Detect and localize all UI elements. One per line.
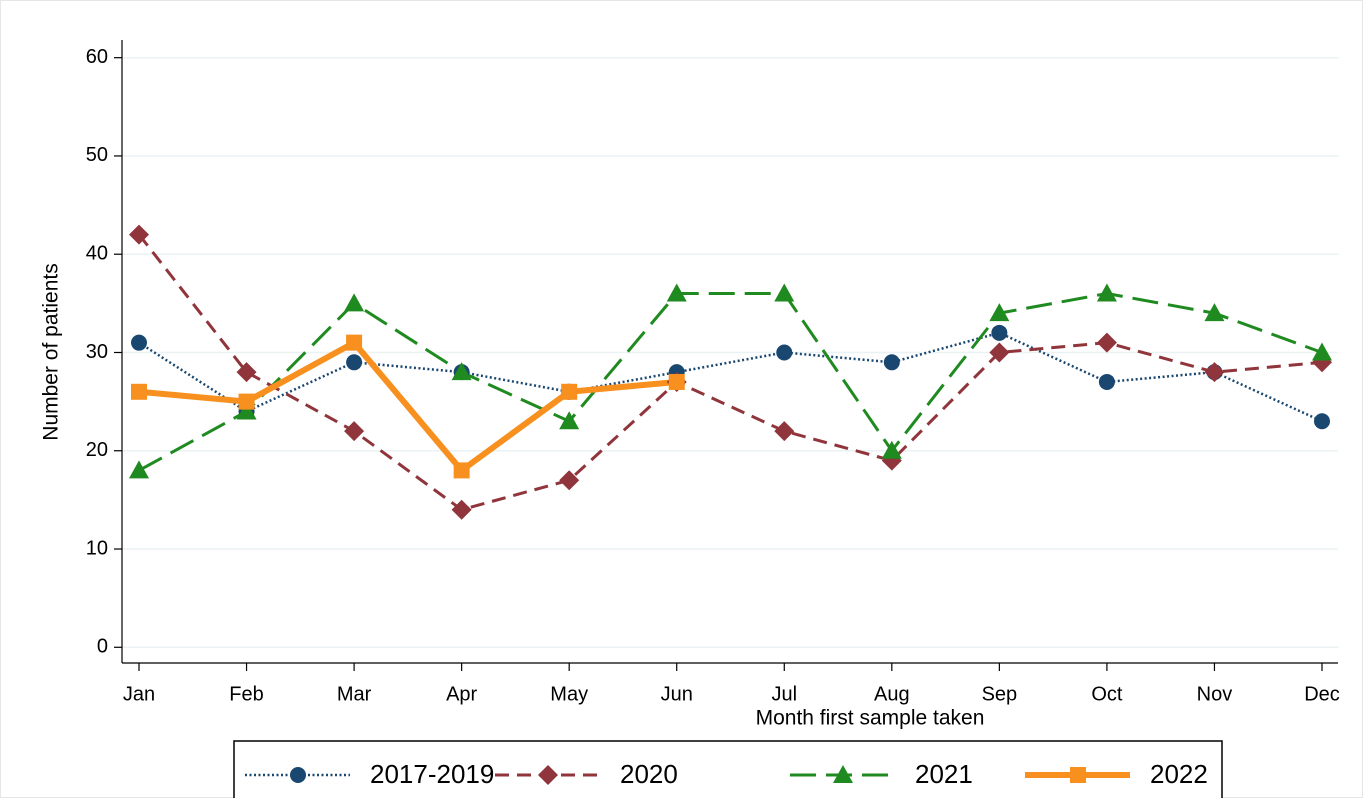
y-tick-label: 50 [86,144,108,166]
y-tick-label: 40 [86,242,108,264]
point [238,393,255,410]
point [129,460,149,479]
legend-label: 2022 [1150,759,1208,789]
x-tick-label: Apr [446,683,477,705]
legend-marker [290,767,306,783]
legend-label: 2017-2019 [370,759,494,789]
legend-label: 2020 [620,759,678,789]
point [1098,373,1115,390]
point [1314,413,1330,430]
point [1096,332,1117,353]
point [1312,342,1332,361]
x-tick-label: Jun [661,683,693,705]
point [129,224,149,245]
x-tick-label: Jan [123,683,155,705]
series-line [137,233,1323,512]
y-tick-label: 20 [86,439,108,461]
point [346,354,363,371]
x-tick-label: Aug [874,683,910,705]
x-tick-label: May [550,683,588,705]
x-tick-label: Jul [771,683,797,705]
y-tick-label: 60 [86,46,108,68]
legend-box [233,740,1223,798]
point [451,499,472,520]
point [559,470,580,491]
legend-marker [833,765,853,783]
x-tick-label: Oct [1091,683,1123,705]
y-tick-label: 0 [97,636,108,658]
point [881,440,902,459]
point [774,283,795,302]
legend-marker [538,765,558,785]
x-tick-label: Mar [337,683,372,705]
point [561,383,578,400]
point [344,421,365,442]
point [344,293,365,312]
point [131,334,147,351]
point [668,373,685,390]
x-tick-label: Nov [1197,683,1233,705]
point [1204,303,1225,322]
y-tick-label: 10 [86,537,108,559]
y-tick-label: 30 [86,341,108,363]
point [559,411,580,430]
x-axis-title: Month first sample taken [756,707,985,730]
point [883,354,900,371]
series-line [138,291,1323,472]
point [451,362,472,381]
series-line [138,338,677,475]
legend-marker [1070,767,1086,783]
point [666,283,687,302]
legend-label: 2021 [915,759,973,789]
point [991,324,1008,341]
point [131,383,147,400]
x-tick-label: Dec [1304,683,1340,705]
x-tick-label: Feb [229,683,263,705]
x-tick-label: Sep [982,683,1018,705]
point [776,344,793,361]
point [346,334,363,351]
point [989,303,1010,322]
point [453,462,470,479]
point [1204,362,1225,383]
point [236,401,257,420]
y-axis-title: Number of patients [40,263,63,440]
point [774,421,795,442]
series-line [138,331,1323,423]
point [1096,283,1117,302]
point [236,362,257,383]
point [989,342,1010,363]
